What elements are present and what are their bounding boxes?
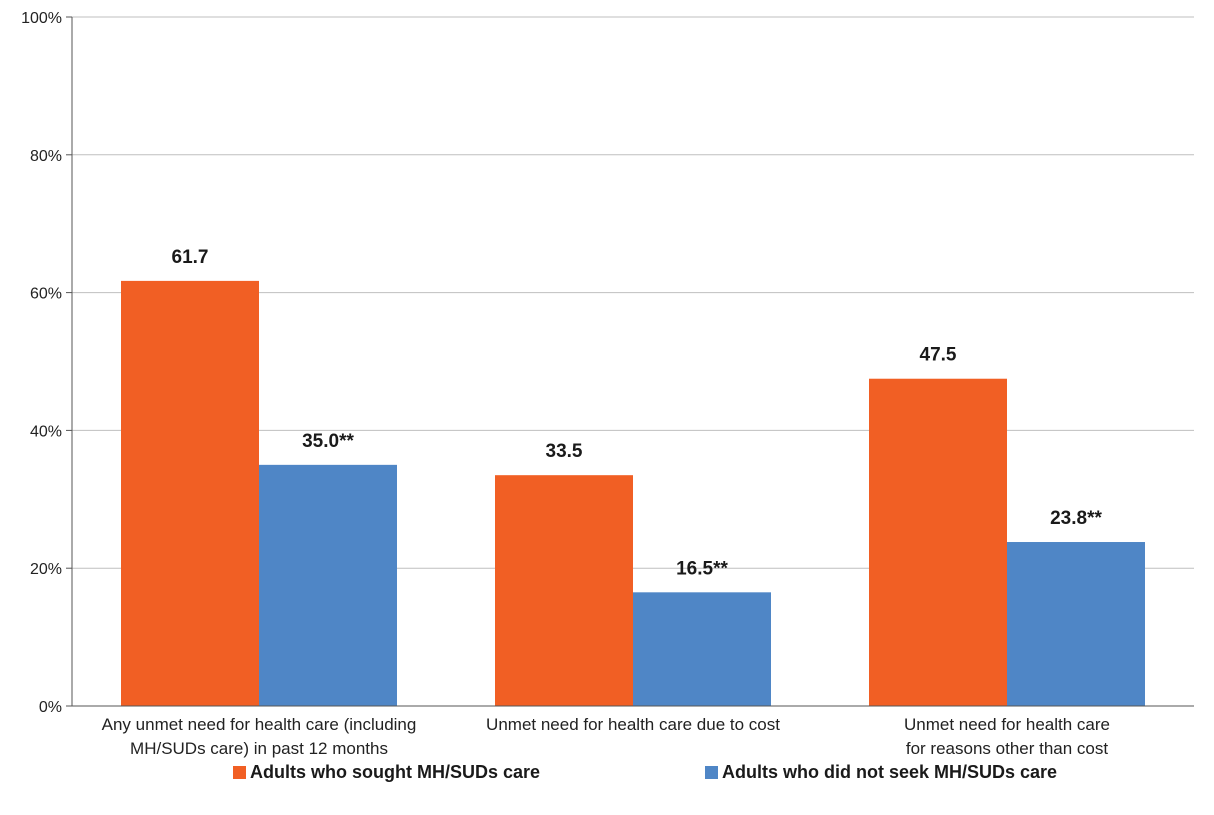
data-labels: 61.7 35.0** 33.5 16.5** 47.5 23.8**	[172, 247, 1103, 579]
bar	[121, 280, 259, 706]
legend-label: Adults who did not seek MH/SUDs care	[722, 762, 1057, 782]
y-tick-label: 40%	[30, 423, 62, 440]
data-label: 23.8**	[1050, 508, 1102, 529]
y-tick-label: 20%	[30, 561, 62, 578]
y-tick-label: 80%	[30, 148, 62, 165]
y-tick-label: 60%	[30, 286, 62, 303]
category-label-line: for reasons other than cost	[906, 739, 1109, 758]
legend-swatch	[233, 766, 246, 779]
bar	[1007, 542, 1145, 706]
y-tick-label: 100%	[21, 10, 62, 27]
bar	[495, 475, 633, 706]
legend-label: Adults who sought MH/SUDs care	[250, 762, 540, 782]
data-label: 47.5	[920, 345, 957, 366]
category-label-line: Unmet need for health care	[904, 715, 1110, 734]
category-label: Unmet need for health care for reasons ot…	[904, 715, 1110, 758]
data-label: 61.7	[172, 247, 209, 268]
category-label-line: MH/SUDs care) in past 12 months	[130, 739, 388, 758]
bar	[869, 378, 1007, 706]
category-label-line: Any unmet need for health care (includin…	[102, 715, 417, 734]
y-axis-ticks: 0% 20% 40% 60% 80% 100%	[21, 10, 72, 716]
category-labels: Any unmet need for health care (includin…	[102, 715, 1110, 758]
axes	[71, 17, 1194, 707]
legend-swatch	[705, 766, 718, 779]
legend: Adults who sought MH/SUDs care Adults who…	[233, 762, 1057, 782]
data-label: 35.0**	[302, 431, 354, 452]
category-label-line: Unmet need for health care due to cost	[486, 715, 780, 734]
bar	[633, 592, 771, 706]
data-label: 16.5**	[676, 558, 728, 579]
category-label: Any unmet need for health care (includin…	[102, 715, 417, 758]
bar	[259, 464, 397, 706]
data-label: 33.5	[546, 441, 583, 462]
category-label: Unmet need for health care due to cost	[486, 715, 780, 734]
bars	[121, 280, 1145, 706]
y-tick-label: 0%	[39, 699, 62, 716]
